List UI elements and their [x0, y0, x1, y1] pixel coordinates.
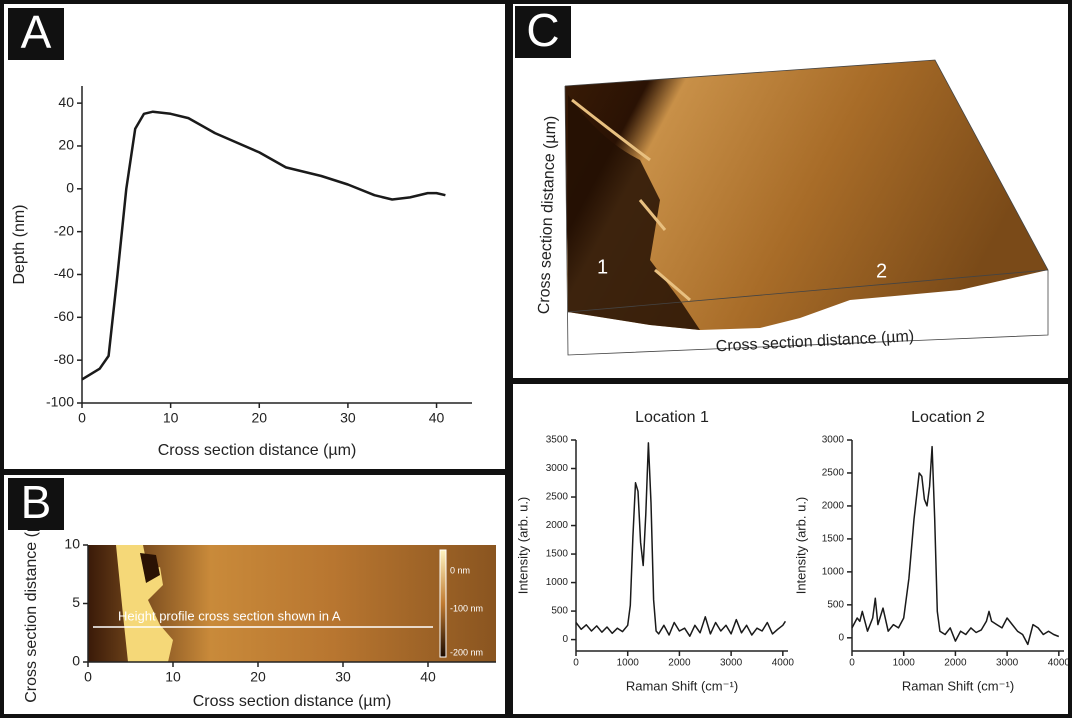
y-tick-label: 10: [64, 536, 80, 552]
y-tick-label: 3000: [822, 435, 845, 446]
x-axis-label: Cross section distance (µm): [158, 442, 357, 459]
colorbar-label: -200 nm: [450, 647, 483, 657]
x-tick-label: 0: [78, 410, 86, 426]
colorbar-label: 0 nm: [450, 565, 470, 575]
y-tick-label: 1500: [546, 549, 569, 560]
x-axis-label: Raman Shift (cm⁻¹): [626, 678, 738, 693]
x-tick-label: 1000: [893, 658, 916, 669]
y-tick-label: 500: [827, 599, 844, 610]
chart-title: Location 1: [635, 409, 709, 426]
surface: [565, 60, 1048, 330]
annotation: 1: [597, 256, 608, 278]
annotation: 2: [876, 260, 887, 282]
panel-label: B: [21, 476, 52, 528]
x-tick-label: 3000: [720, 658, 743, 669]
panel-label-box: [8, 8, 64, 60]
x-tick-label: 40: [429, 410, 445, 426]
y-tick-label: 2500: [822, 468, 845, 479]
y-tick-label: 0: [66, 180, 74, 196]
x-tick-label: 10: [163, 410, 179, 426]
panel-label: C: [526, 4, 559, 56]
y-tick-label: 2000: [822, 501, 845, 512]
surface-edge: [568, 95, 700, 330]
x-tick-label: 20: [250, 669, 266, 685]
x-tick-label: 30: [335, 669, 351, 685]
colorbar-label: -100 nm: [450, 603, 483, 613]
x-tick-label: 4000: [772, 658, 795, 669]
y-tick-label: 0: [838, 632, 844, 643]
y-tick-label: -40: [54, 265, 74, 281]
y-tick-label: -60: [54, 308, 74, 324]
y-axis-label: Cross section distance (µm): [23, 504, 40, 703]
y-tick-label: -100: [46, 394, 74, 410]
data-line: [81, 110, 446, 381]
y-tick-label: 1000: [822, 567, 845, 578]
panel-label-box: [515, 6, 571, 58]
annotation: Height profile cross section shown in A: [118, 608, 341, 623]
y-axis-label: Intensity (arb. u.): [793, 497, 808, 595]
y-axis-label: Depth (nm): [11, 204, 28, 284]
x-tick-label: 0: [573, 658, 579, 669]
x-tick-label: 40: [420, 669, 436, 685]
x-tick-label: 2000: [668, 658, 691, 669]
y-tick-label: 1000: [546, 577, 569, 588]
data-line: [575, 442, 787, 637]
y-tick-label: 20: [58, 137, 74, 153]
x-tick-label: 10: [165, 669, 181, 685]
colorbar: [439, 549, 447, 658]
x-tick-label: 1000: [617, 658, 640, 669]
data-line: [851, 445, 1060, 646]
x-tick-label: 2000: [944, 658, 967, 669]
y-axis-label: Cross section distance (µm): [536, 115, 560, 314]
x-tick-label: 4000: [1048, 658, 1071, 669]
y-tick-label: 3000: [546, 463, 569, 474]
y-tick-label: 1500: [822, 534, 845, 545]
panel-label-box: [8, 478, 64, 530]
x-tick-label: 20: [251, 410, 267, 426]
y-tick-label: -80: [54, 351, 74, 367]
panel-label: A: [21, 6, 52, 58]
chart-title: Location 2: [911, 409, 985, 426]
bounding-box: [564, 59, 1049, 356]
height-map-feature: [140, 553, 160, 583]
x-tick-label: 0: [84, 669, 92, 685]
y-tick-label: 0: [562, 634, 568, 645]
y-tick-label: 40: [58, 94, 74, 110]
y-tick-label: -20: [54, 222, 74, 238]
x-tick-label: 0: [849, 658, 855, 669]
x-axis-label: Raman Shift (cm⁻¹): [902, 678, 1014, 693]
surface-ridge: [571, 98, 691, 302]
x-tick-label: 30: [340, 410, 356, 426]
x-axis-label: Cross section distance (µm): [193, 693, 392, 710]
y-tick-label: 2500: [546, 492, 569, 503]
y-tick-label: 5: [72, 594, 80, 610]
x-tick-label: 3000: [996, 658, 1019, 669]
y-tick-label: 0: [72, 653, 80, 669]
y-tick-label: 2000: [546, 520, 569, 531]
y-tick-label: 3500: [546, 435, 569, 446]
y-axis-label: Intensity (arb. u.): [515, 497, 530, 595]
y-tick-label: 500: [551, 606, 568, 617]
